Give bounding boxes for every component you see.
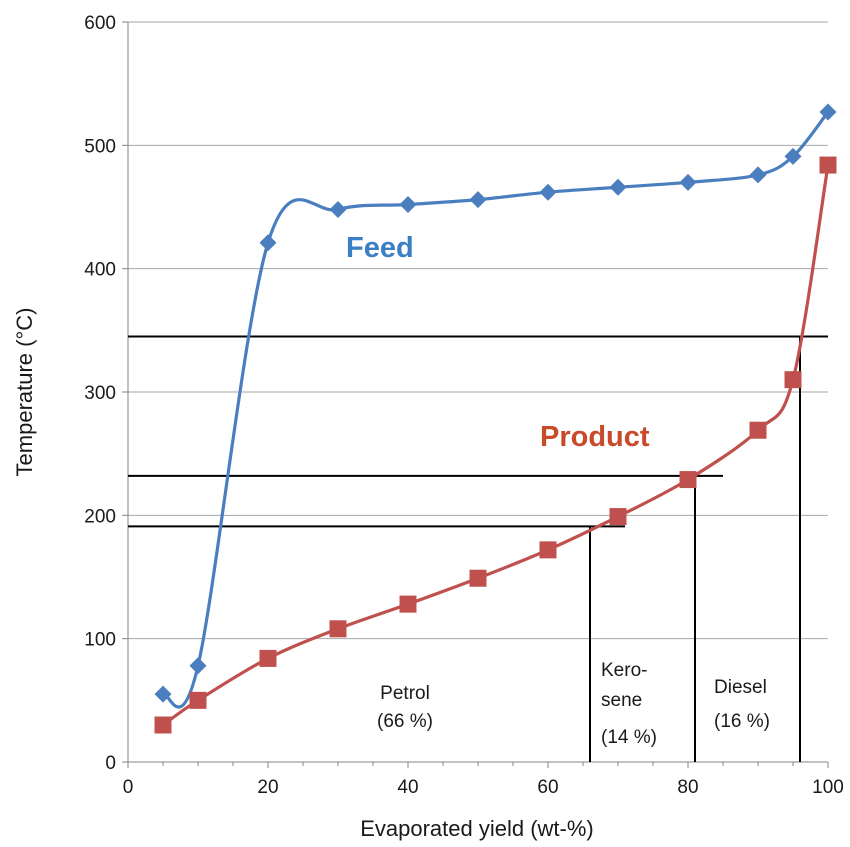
x-tick-label-20: 20	[257, 777, 278, 798]
data-point-feed-80	[679, 173, 697, 191]
series-label-product: Product	[540, 421, 650, 453]
y-axis: 0 100 200 300 400 500 600	[84, 13, 129, 774]
x-axis-title: Evaporated yield (wt-%)	[360, 816, 594, 841]
annotation-petrol: Petrol (66 %)	[377, 683, 433, 732]
data-point-feed-40	[399, 196, 417, 214]
series-product	[154, 156, 837, 734]
annotation-diesel-line-1: Diesel	[714, 677, 767, 698]
y-tick-label-600: 600	[84, 13, 116, 34]
y-axis-title: Temperature (°C)	[12, 308, 37, 477]
data-point-product-95	[784, 371, 802, 389]
data-point-product-20	[259, 649, 277, 667]
y-tick-label-200: 200	[84, 506, 116, 527]
annotation-kerosene-line-3: (14 %)	[601, 727, 657, 748]
data-point-feed-10	[189, 657, 207, 675]
y-tick-label-0: 0	[105, 753, 116, 774]
y-tick-label-400: 400	[84, 260, 116, 281]
y-tick-label-500: 500	[84, 136, 116, 157]
x-tick-label-60: 60	[537, 777, 558, 798]
annotation-kerosene-line-1: Kero-	[601, 660, 647, 681]
data-point-product-60	[539, 541, 557, 559]
annotation-kerosene-line-2: sene	[601, 690, 642, 711]
series-line-feed	[162, 111, 830, 709]
series-line-product	[162, 164, 830, 727]
annotation-petrol-line-1: Petrol	[380, 683, 430, 704]
data-point-product-70	[609, 508, 627, 526]
annotation-diesel: Diesel (16 %)	[714, 677, 770, 732]
annotation-diesel-line-2: (16 %)	[714, 711, 770, 732]
data-point-feed-70	[609, 178, 627, 196]
data-point-product-80	[679, 471, 697, 489]
data-point-feed-100	[819, 103, 837, 121]
gridlines	[128, 21, 828, 640]
x-tick-label-0: 0	[123, 777, 134, 798]
data-point-product-50	[469, 569, 487, 587]
data-point-product-5	[154, 716, 172, 734]
data-point-feed-20	[259, 234, 277, 252]
data-point-feed-90	[749, 166, 767, 184]
data-point-feed-95	[784, 147, 802, 165]
x-tick-label-40: 40	[397, 777, 418, 798]
data-point-feed-50	[469, 191, 487, 209]
data-point-feed-30	[329, 200, 347, 218]
series-label-feed: Feed	[346, 232, 414, 264]
annotation-kerosene: Kero- sene (14 %)	[601, 660, 657, 748]
data-point-product-100	[819, 156, 837, 174]
x-axis: 0 20 40 60 80 100	[123, 761, 844, 798]
series-feed	[154, 103, 837, 709]
x-tick-label-100: 100	[812, 777, 844, 798]
data-point-product-30	[329, 620, 347, 638]
data-point-feed-5	[154, 685, 172, 703]
data-point-feed-60	[539, 183, 557, 201]
data-point-product-40	[399, 595, 417, 613]
y-tick-label-300: 300	[84, 383, 116, 404]
y-tick-label-100: 100	[84, 630, 116, 651]
data-point-product-90	[749, 421, 767, 439]
annotation-petrol-line-2: (66 %)	[377, 711, 433, 732]
x-tick-label-80: 80	[677, 777, 698, 798]
reference-lines	[128, 335, 828, 762]
data-point-product-10	[189, 691, 207, 709]
